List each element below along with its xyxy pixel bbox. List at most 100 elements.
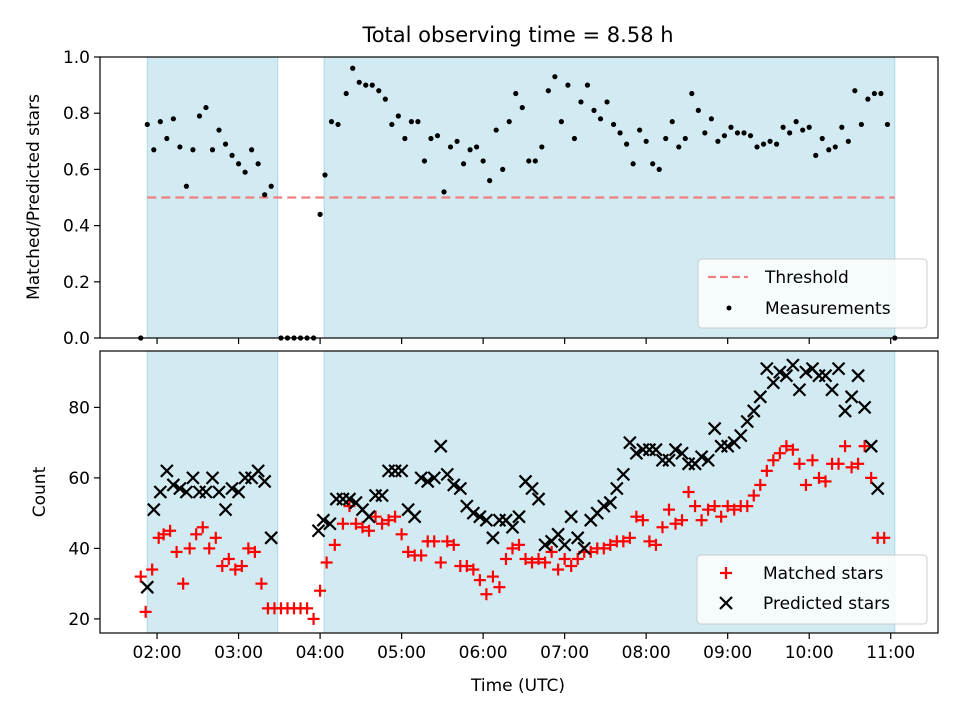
measurement-point — [578, 99, 584, 105]
matched-star-point — [486, 570, 499, 583]
predicted-star-point — [173, 481, 187, 496]
matched-star-point — [865, 471, 878, 484]
measurement-point — [591, 107, 597, 113]
measurement-point — [695, 107, 701, 113]
matched-star-point — [715, 510, 728, 523]
top-legend-box — [697, 258, 928, 329]
predicted-star-point — [264, 531, 278, 545]
measurement-point — [689, 90, 695, 97]
legend-matched-swatch — [720, 567, 732, 579]
measurement-point — [669, 119, 675, 125]
predicted-star-point — [420, 474, 435, 489]
predicted-star-point — [199, 485, 213, 499]
y-tick-label: 0.4 — [63, 217, 90, 237]
predicted-star-point — [779, 368, 794, 383]
predicted-star-point — [231, 485, 246, 499]
x-tick-label: 04:00 — [296, 643, 345, 663]
legend-predicted-swatch — [719, 596, 733, 610]
predicted-star-point — [479, 513, 494, 527]
measurement-point — [584, 82, 591, 88]
predicted-star-point — [316, 513, 331, 527]
top-axes-frame — [99, 56, 939, 339]
y-tick-label: 0.8 — [63, 104, 90, 124]
measurement-point — [839, 124, 845, 130]
predicted-star-point — [786, 358, 800, 372]
y-tick-label: 0.6 — [63, 160, 90, 180]
measurement-point — [268, 183, 274, 189]
measurement-point — [852, 88, 858, 94]
measurement-point — [177, 144, 183, 150]
predicted-star-point — [838, 404, 852, 418]
predicted-star-point — [629, 446, 644, 461]
predicted-star-point — [505, 520, 520, 535]
y-tick-label: 0.2 — [63, 273, 90, 293]
measurement-point — [813, 152, 819, 158]
measurement-point — [702, 130, 708, 136]
matched-star-point — [356, 521, 369, 534]
matched-star-point — [209, 531, 222, 544]
matched-star-point — [539, 556, 552, 569]
matched-star-point — [222, 552, 235, 565]
matched-star-point — [526, 556, 539, 569]
measurement-point — [858, 121, 864, 128]
predicted-star-point — [218, 502, 233, 517]
measurement-point — [787, 130, 793, 136]
predicted-star-point — [433, 439, 448, 453]
x-tick-label: 09:00 — [703, 643, 752, 663]
matched-star-point — [229, 563, 242, 576]
matched-star-point — [597, 542, 610, 555]
legend-measurements-label: Measurements — [765, 299, 891, 319]
measurement-point — [747, 133, 754, 139]
x-tick-label: 05:00 — [377, 643, 426, 663]
predicted-star-point — [473, 509, 487, 524]
predicted-star-point — [825, 382, 839, 397]
measurement-point — [819, 135, 825, 142]
x-tick-label: 08:00 — [622, 643, 671, 663]
measurement-point — [532, 158, 538, 164]
predicted-star-point — [870, 481, 885, 496]
matched-star-point — [248, 545, 261, 558]
matched-star-point — [336, 517, 349, 530]
matched-star-point — [728, 503, 741, 516]
measurement-point — [408, 119, 414, 125]
measurement-point — [565, 82, 571, 88]
legend-measurements-swatch — [726, 305, 732, 311]
predicted-star-point — [453, 481, 468, 496]
measurement-point — [480, 158, 486, 164]
matched-star-point — [307, 612, 320, 625]
bottom-axes-frame — [99, 350, 939, 634]
measurement-point — [376, 88, 382, 94]
measurement-point — [382, 96, 388, 102]
predicted-star-point — [733, 428, 748, 443]
top-legend: Threshold Measurements — [697, 258, 928, 329]
measurement-point — [170, 116, 176, 122]
predicted-star-point — [694, 449, 709, 464]
measurement-point — [262, 192, 268, 198]
predicted-star-point — [447, 478, 461, 492]
predicted-star-point — [251, 464, 265, 478]
measurement-point — [878, 90, 884, 97]
x-tick-label: 10:00 — [785, 643, 834, 663]
measurement-point — [793, 119, 799, 125]
matched-stars-points — [134, 440, 891, 625]
matched-star-point — [767, 454, 780, 467]
predicted-star-point — [753, 390, 768, 404]
legend-matched-label: Matched stars — [763, 564, 883, 584]
matched-star-point — [623, 531, 636, 544]
measurement-point — [255, 161, 261, 167]
matched-star-point — [669, 517, 682, 530]
y-tick-label: 20 — [68, 610, 90, 630]
y-tick-label: 1.0 — [63, 48, 90, 68]
matched-star-point — [460, 560, 473, 573]
predicted-star-point — [603, 495, 618, 510]
predicted-star-point — [701, 453, 715, 468]
measurement-point — [656, 166, 662, 172]
predicted-star-point — [362, 509, 376, 524]
matched-star-point — [139, 605, 152, 618]
bottom-legend-box — [696, 554, 928, 625]
x-axis-label: Time (UTC) — [470, 676, 565, 696]
measurement-point — [630, 161, 636, 167]
matched-star-point — [395, 528, 408, 541]
matched-star-point — [203, 542, 216, 555]
